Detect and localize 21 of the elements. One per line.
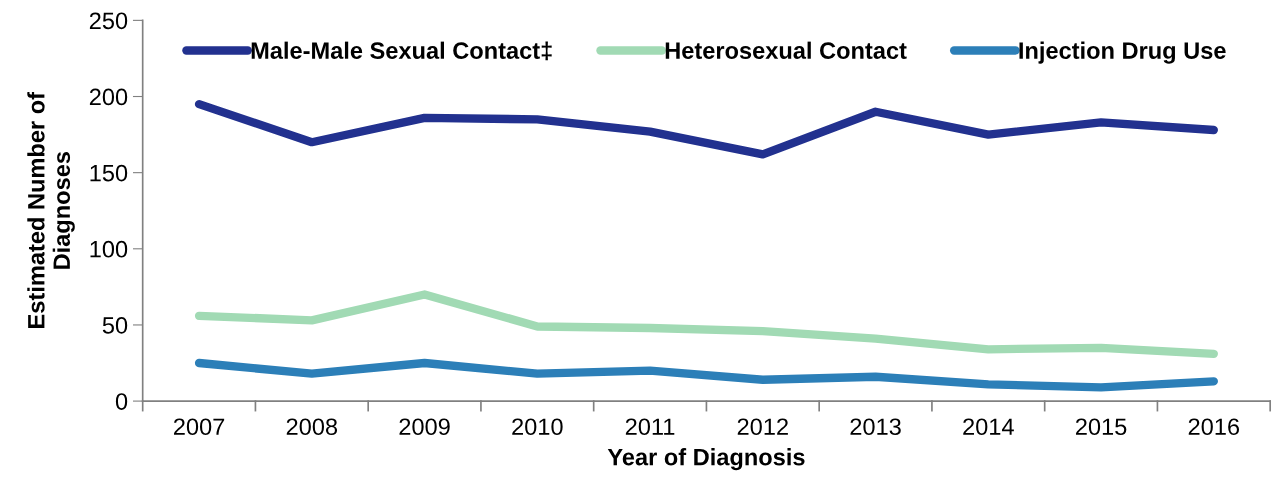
legend-label: Heterosexual Contact <box>665 41 907 59</box>
x-tick-label: 2010 <box>512 418 563 436</box>
y-tick-label: 100 <box>90 240 128 258</box>
y-tick-label: 50 <box>102 317 128 334</box>
legend-label: Male-Male Sexual Contact‡ <box>251 41 552 61</box>
x-tick-label: 2012 <box>737 418 788 436</box>
x-tick-label: 2011 <box>625 418 675 436</box>
x-tick-label: 2016 <box>1188 418 1240 436</box>
legend-label: Injection Drug Use <box>1019 41 1226 64</box>
x-axis-title: Year of Diagnosis <box>607 448 805 471</box>
y-tick-label: 0 <box>115 393 128 410</box>
x-tick-label: 2007 <box>173 418 225 436</box>
y-tick-label: 250 <box>89 12 128 30</box>
x-tick-label: 2015 <box>1075 418 1127 436</box>
x-tick-label: 2008 <box>286 418 338 436</box>
y-tick-label: 150 <box>90 164 128 182</box>
y-axis-title: Estimated Number of Diagnoses <box>27 91 75 328</box>
x-tick-label: 2009 <box>399 418 450 436</box>
y-tick-label: 200 <box>89 88 128 106</box>
x-tick-label: 2014 <box>963 418 1014 436</box>
x-tick-label: 2013 <box>850 418 901 436</box>
